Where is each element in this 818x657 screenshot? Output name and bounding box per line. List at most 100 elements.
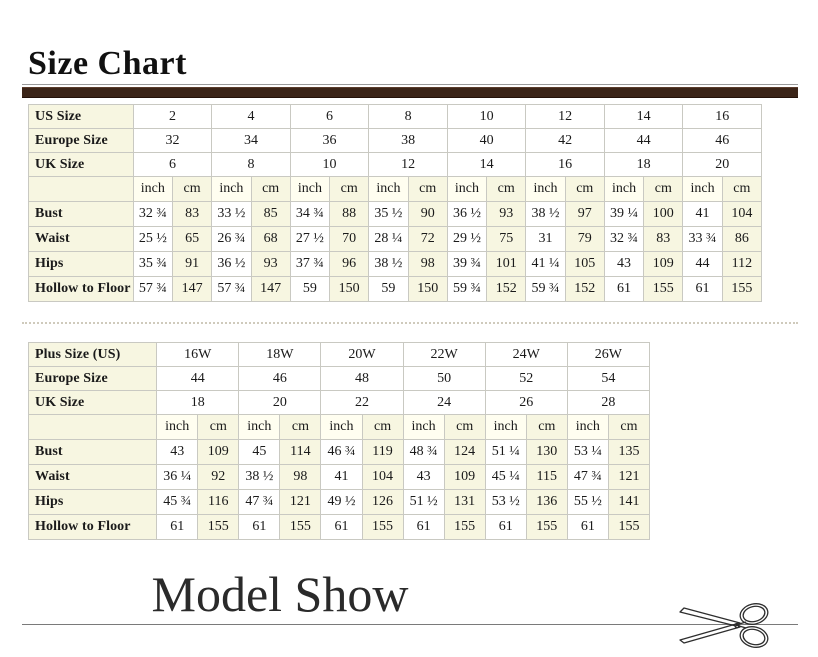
plus-measurement-cm-value: 119 (361, 439, 404, 465)
standard-measurement-cm-value: 147 (171, 276, 213, 302)
standard-unit-inch: inch (289, 176, 331, 202)
standard-row-units: inch cm inch cm inch cm inch cm inch cm inch cm inch… (28, 176, 763, 202)
standard-measurement-cm-value: 104 (721, 201, 763, 227)
plus-europe-size-value: 52 (484, 366, 568, 391)
standard-measurement-cm-value: 109 (643, 251, 684, 277)
standard-measurement-row: Bust 32 ¾ 83 33 ½ 85 34 ¾ 88 35 ½ 90 36 ½ 93 38 ½ 97… (28, 201, 763, 227)
plus-measurement-cm-value: 155 (443, 514, 486, 540)
plus-unit-inch: inch (320, 414, 363, 440)
plus-row-europe-size: Europe Size 44 46 48 50 52 54 (27, 366, 651, 391)
standard-measurement-inch-value: 57 ¾ (132, 276, 173, 302)
plus-row-units: inch cm inch cm inch cm inch cm inch cm inch cm (27, 414, 651, 440)
standard-europe-size-value: 34 (211, 128, 291, 153)
plus-measurement-label: Hips (27, 489, 158, 515)
title-accent-bar (22, 87, 798, 98)
standard-unit-inch: inch (211, 176, 252, 202)
standard-measurement-cm-value: 70 (329, 226, 370, 252)
standard-row-us-size: US Size 2 4 6 8 10 12 14 16 (28, 104, 762, 129)
standard-unit-inch: inch (603, 176, 645, 202)
standard-measurement-inch-value: 41 (682, 201, 723, 227)
plus-measurement-label: Bust (27, 439, 158, 465)
plus-measurement-cm-value: 126 (361, 489, 404, 515)
standard-measurement-cm-value: 112 (721, 251, 763, 277)
plus-uk-size-value: 26 (484, 390, 568, 415)
standard-measurement-inch-value: 31 (525, 226, 566, 252)
standard-unit-inch: inch (525, 176, 566, 202)
standard-us-size-value: 6 (289, 104, 370, 129)
plus-measurement-inch-value: 53 ¼ (566, 439, 609, 465)
standard-measurement-inch-value: 26 ¾ (211, 226, 252, 252)
page-title: Size Chart (28, 45, 187, 82)
plus-units-blank-label (27, 414, 158, 440)
standard-measurement-cm-value: 86 (721, 226, 763, 252)
plus-measurement-label: Hollow to Floor (27, 514, 158, 540)
standard-measurement-inch-value: 28 ¼ (368, 226, 409, 252)
standard-measurement-inch-value: 32 ¾ (132, 201, 173, 227)
plus-unit-cm: cm (607, 414, 651, 440)
standard-uk-size-value: 18 (603, 152, 684, 177)
plus-measurement-inch-value: 51 ¼ (484, 439, 527, 465)
standard-measurement-inch-value: 36 ½ (211, 251, 252, 277)
standard-measurement-cm-value: 150 (329, 276, 370, 302)
standard-uk-size-value: 10 (289, 152, 370, 177)
standard-measurement-inch-value: 59 ¾ (446, 276, 488, 302)
scissors-icon (676, 596, 776, 652)
standard-measurement-cm-value: 90 (407, 201, 448, 227)
standard-measurement-inch-value: 59 (289, 276, 331, 302)
plus-measurement-inch-value: 45 ¼ (484, 464, 527, 490)
plus-measurement-cm-value: 98 (279, 464, 322, 490)
standard-europe-size-value: 38 (368, 128, 448, 153)
plus-size-table: Plus Size (US) 16W 18W 20W 22W 24W 26W Europe S… (27, 342, 651, 540)
standard-measurement-inch-value: 43 (603, 251, 645, 277)
title-rule-thin (22, 84, 798, 85)
plus-measurement-inch-value: 41 (320, 464, 363, 490)
plus-us-size-value: 24W (484, 342, 568, 367)
plus-measurement-label: Waist (27, 464, 158, 490)
standard-measurement-cm-value: 93 (250, 251, 291, 277)
plus-measurement-inch-value: 61 (566, 514, 609, 540)
standard-measurement-cm-value: 85 (250, 201, 291, 227)
standard-europe-size-value: 40 (446, 128, 527, 153)
standard-measurement-cm-value: 97 (564, 201, 605, 227)
standard-measurement-inch-value: 44 (682, 251, 723, 277)
standard-measurement-row: Hollow to Floor 57 ¾ 147 57 ¾ 147 59 150 59 150 5… (28, 276, 763, 302)
standard-measurement-cm-value: 68 (250, 226, 291, 252)
plus-measurement-cm-value: 121 (607, 464, 651, 490)
standard-measurement-inch-value: 38 ½ (368, 251, 409, 277)
standard-unit-cm: cm (564, 176, 605, 202)
plus-measurement-cm-value: 124 (443, 439, 486, 465)
plus-measurement-inch-value: 43 (156, 439, 199, 465)
standard-measurement-cm-value: 83 (643, 226, 684, 252)
plus-measurement-cm-value: 141 (607, 489, 651, 515)
plus-unit-inch: inch (566, 414, 609, 440)
cut-line (22, 624, 798, 625)
plus-row-us-size: Plus Size (US) 16W 18W 20W 22W 24W 26W (27, 342, 651, 367)
plus-measurement-cm-value: 104 (361, 464, 404, 490)
standard-row-uk-size: UK Size 6 8 10 12 14 16 18 20 (28, 152, 762, 177)
plus-measurement-inch-value: 48 ¾ (402, 439, 445, 465)
standard-measurement-inch-value: 29 ½ (446, 226, 488, 252)
plus-row-uk-size: UK Size 18 20 22 24 26 28 (27, 390, 651, 415)
standard-unit-cm: cm (486, 176, 527, 202)
standard-europe-size-value: 36 (289, 128, 370, 153)
standard-unit-inch: inch (446, 176, 488, 202)
standard-measurement-cm-value: 152 (486, 276, 527, 302)
plus-measurement-inch-value: 43 (402, 464, 445, 490)
standard-measurement-cm-value: 147 (250, 276, 291, 302)
standard-measurement-cm-value: 72 (407, 226, 448, 252)
standard-measurement-inch-value: 35 ½ (368, 201, 409, 227)
plus-measurement-inch-value: 45 ¾ (156, 489, 199, 515)
plus-measurement-row: Hips 45 ¾ 116 47 ¾ 121 49 ½ 126 51 ½ 131 53 ½ 136 5… (27, 489, 651, 515)
standard-uk-size-value: 20 (682, 152, 762, 177)
plus-measurement-cm-value: 136 (525, 489, 568, 515)
plus-unit-cm: cm (525, 414, 568, 440)
standard-europe-size-value: 42 (525, 128, 605, 153)
standard-measurement-cm-value: 75 (486, 226, 527, 252)
standard-uk-size-value: 6 (132, 152, 213, 177)
standard-measurement-cm-value: 152 (564, 276, 605, 302)
plus-measurement-inch-value: 51 ½ (402, 489, 445, 515)
standard-uk-size-value: 16 (525, 152, 605, 177)
standard-uk-size-value: 8 (211, 152, 291, 177)
standard-measurement-inch-value: 61 (682, 276, 723, 302)
